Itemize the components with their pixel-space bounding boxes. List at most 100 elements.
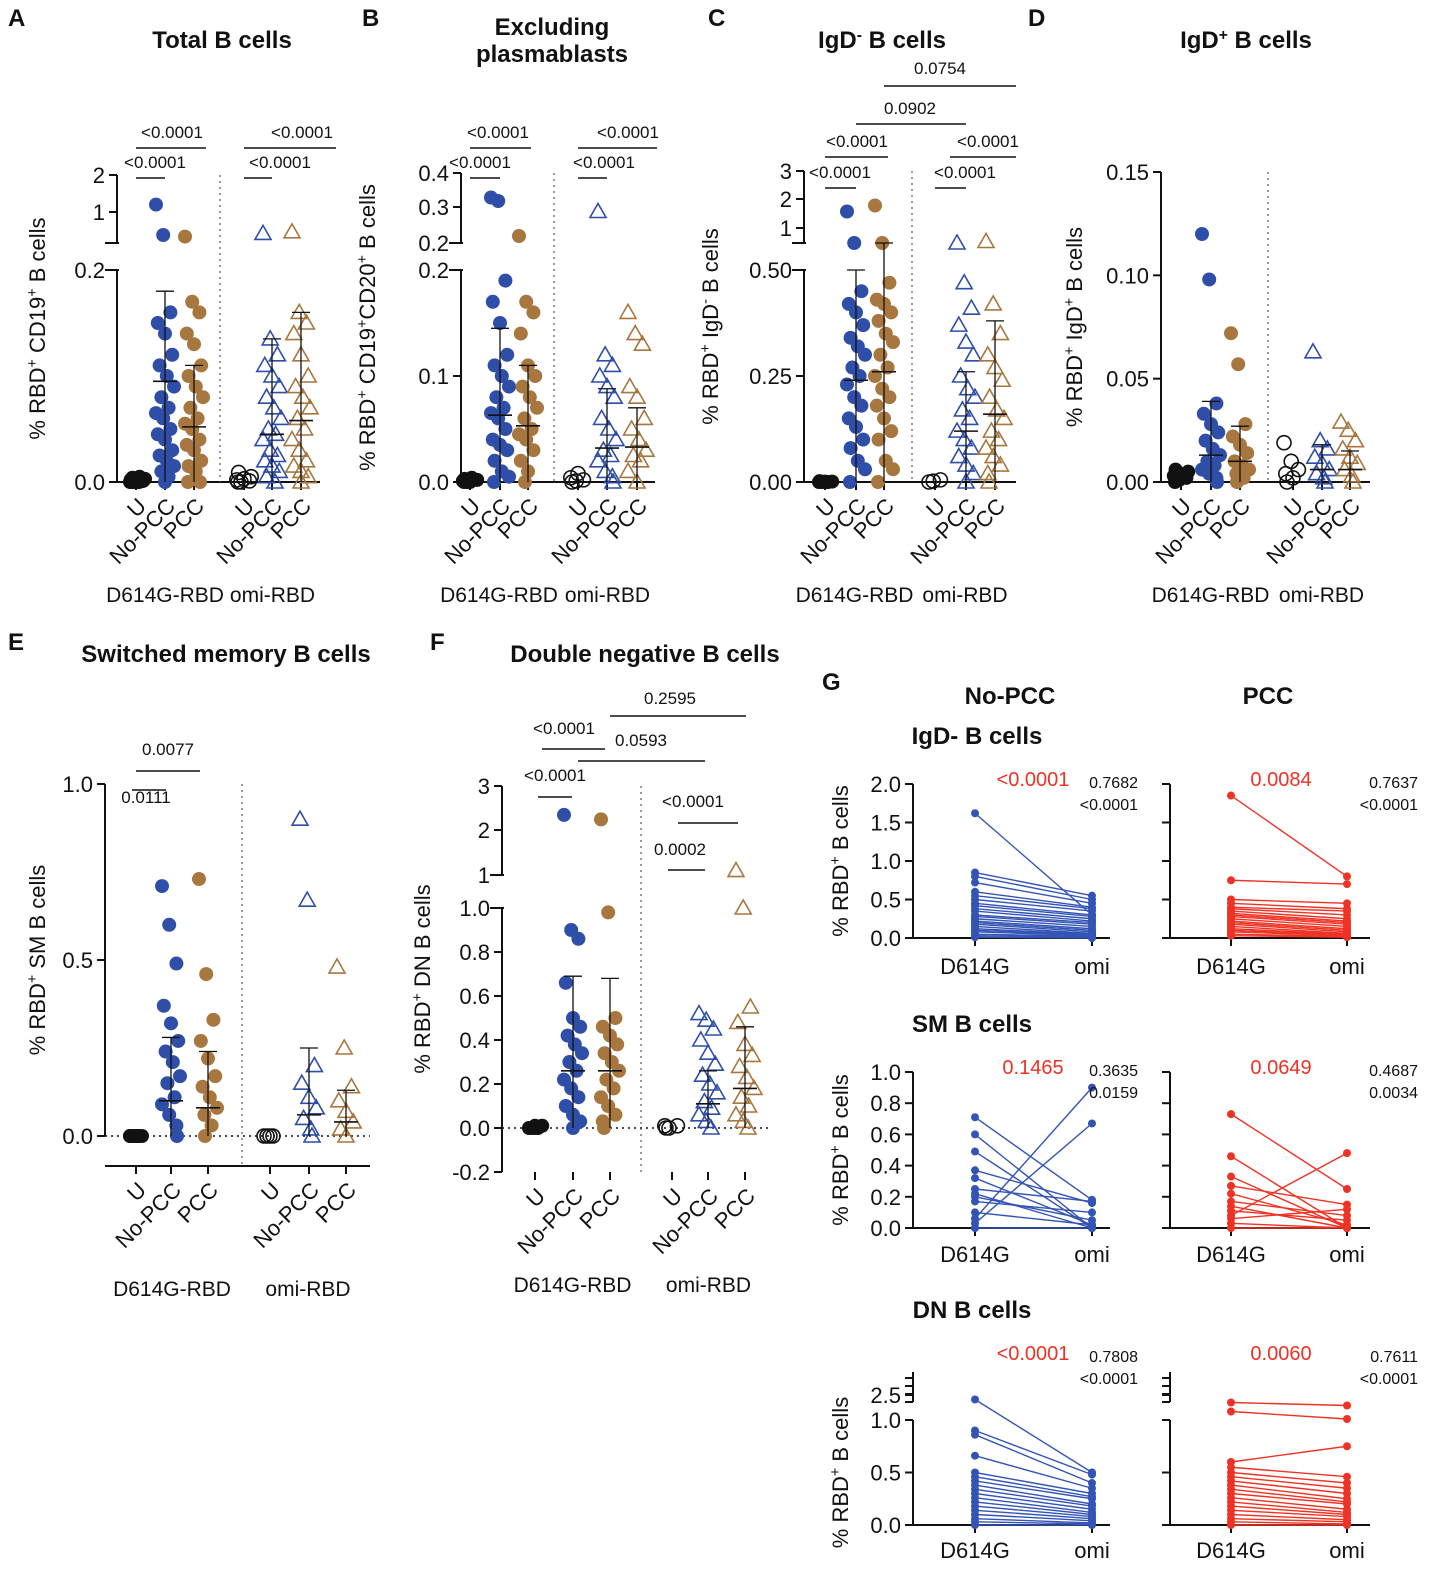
paired-line (1230, 1401, 1348, 1407)
data-point (165, 347, 180, 362)
data-point (502, 469, 516, 484)
data-point (464, 470, 479, 485)
y-tick-label: 0.0 (62, 1124, 93, 1149)
y-tick-label: 0.4 (459, 1028, 490, 1053)
data-point-triangle (289, 302, 309, 320)
pvalue-label: <0.0001 (573, 153, 635, 172)
data-point (1202, 272, 1217, 287)
paired-point-d614g (1227, 1398, 1235, 1407)
data-point (1231, 357, 1246, 372)
data-point-triangle (260, 329, 280, 346)
data-point (487, 475, 501, 489)
data-point (178, 229, 192, 244)
data-point (594, 812, 608, 827)
paired-line (1230, 1480, 1348, 1495)
data-point (1195, 227, 1209, 241)
data-point-triangle (297, 451, 316, 468)
data-point-triangle (592, 408, 611, 426)
pvalue-main: 0.0649 (1250, 1057, 1311, 1079)
label-part: % RBD (1062, 355, 1087, 427)
y-tick-label: 0.2 (418, 231, 449, 256)
data-point (858, 347, 872, 362)
data-point (208, 1069, 223, 1084)
data-point (185, 294, 200, 309)
data-point (195, 1079, 210, 1094)
y-tick-label: 0.8 (459, 940, 490, 965)
data-point-triangle (301, 1119, 321, 1136)
pvalue-small: <0.0001 (1360, 1371, 1418, 1388)
data-point (535, 1118, 550, 1133)
g-row-1: SM B cells % RBD+ B cells 0.0 0.2 0.4 0.6 0.8 1… (828, 1011, 1418, 1267)
paired-point-d614g (971, 1166, 979, 1175)
data-point-triangle (976, 438, 996, 455)
paired-line (1230, 1497, 1348, 1510)
data-point (173, 1069, 187, 1084)
data-point (1238, 417, 1253, 432)
data-point-triangle (739, 1096, 758, 1113)
label-part: B cells (698, 228, 723, 299)
data-point-triangle (980, 387, 999, 405)
series-pcc-omi: PCC (310, 957, 363, 1228)
data-point-triangle (293, 387, 313, 405)
series-no-pcc-d614g: No-PCC (439, 190, 516, 569)
x-label-d614g: D614G (1196, 954, 1266, 979)
panel-letter: E (8, 629, 24, 656)
data-point (858, 462, 872, 477)
data-point (181, 475, 195, 489)
panel-e: E Switched memory B cells % RBD+ SM B cell… (8, 629, 371, 1301)
data-point (158, 1044, 173, 1059)
y-tick-label: 0.0 (870, 1216, 901, 1241)
paired-line (974, 1509, 1093, 1520)
data-point-triangle (728, 1012, 748, 1030)
data-point (1210, 475, 1224, 489)
data-point-triangle (305, 1055, 324, 1073)
paired-line (1230, 931, 1348, 937)
data-point-triangle (298, 366, 318, 383)
paired-point-d614g (971, 872, 979, 881)
paired-point-omi (1343, 1149, 1351, 1158)
data-point-triangle (627, 472, 647, 489)
y-tick-label: 1.0 (459, 896, 490, 921)
data-point-triangle (989, 429, 1008, 447)
pvalue-small: <0.0001 (1360, 797, 1418, 814)
data-point-triangle (253, 429, 273, 447)
data-point-triangle (693, 1065, 712, 1082)
data-point-triangle (991, 323, 1010, 341)
label-part: % RBD (828, 865, 853, 937)
label-part: CD19 (25, 297, 50, 359)
y-tick-label: 0.0 (459, 1116, 490, 1141)
data-point-triangle (289, 440, 309, 458)
paired-point-d614g (971, 809, 979, 818)
data-point-triangle (983, 446, 1003, 464)
data-point-triangle (588, 201, 608, 219)
pvalue-label: <0.0001 (934, 163, 996, 182)
paired-line (974, 1488, 1093, 1507)
data-point-triangle (618, 461, 638, 479)
paired-point-omi (1088, 1224, 1096, 1232)
data-point (159, 369, 174, 383)
data-point (886, 335, 900, 350)
y-tick-label: 0.6 (459, 984, 490, 1009)
data-point-triangle (282, 222, 302, 239)
data-point-triangle (604, 387, 624, 405)
label-part: B cells (25, 217, 50, 288)
data-point (493, 316, 507, 330)
y-tick-label: 2.0 (870, 772, 901, 797)
y-tick-label: 3 (478, 774, 490, 799)
panel-title: Total B cells (152, 27, 292, 54)
data-point-triangle (298, 467, 318, 484)
paired-point-d614g (1227, 791, 1235, 800)
data-point-triangle (700, 1074, 720, 1091)
data-point (856, 432, 871, 447)
data-point (164, 1016, 178, 1031)
paired-line (974, 1513, 1093, 1522)
paired-line (1230, 934, 1348, 938)
data-point (573, 1019, 588, 1034)
y-tick-label: 0.1 (418, 364, 449, 389)
data-point-triangle (1315, 472, 1335, 489)
paired-line (974, 933, 1093, 938)
data-point (854, 284, 869, 299)
paired-line (1230, 1509, 1348, 1518)
